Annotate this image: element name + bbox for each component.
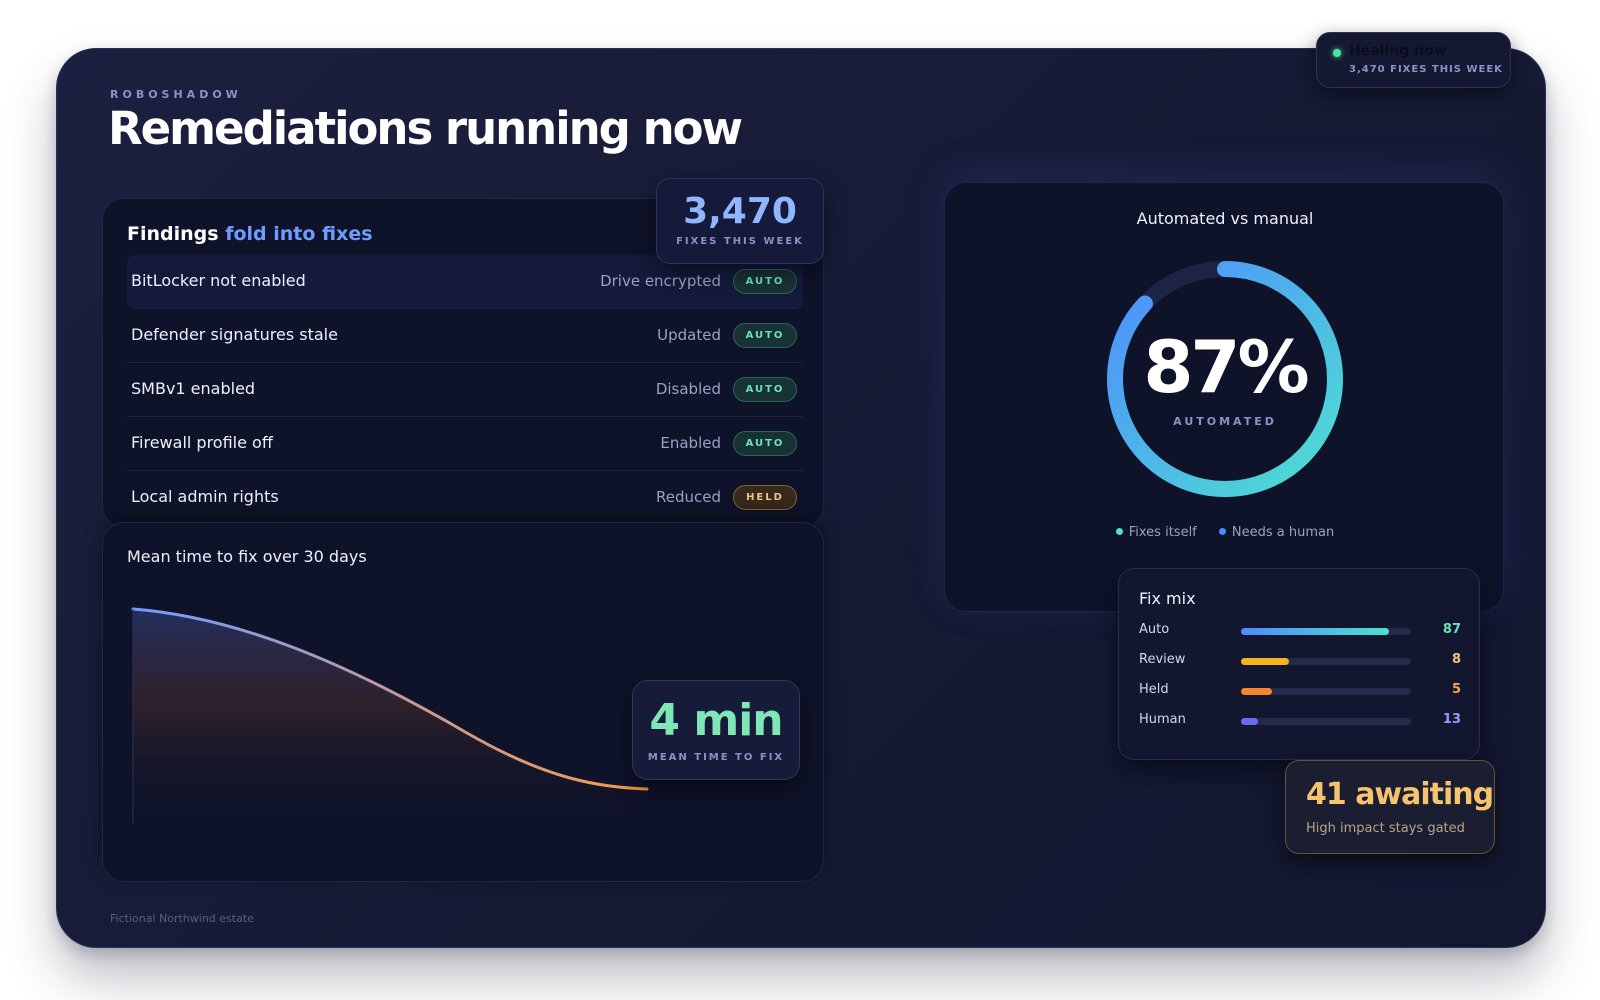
finding-name: Defender signatures stale bbox=[131, 325, 338, 344]
auto-badge: AUTO bbox=[733, 431, 797, 456]
finding-name: BitLocker not enabled bbox=[131, 271, 306, 290]
fixes-count: 3,470 bbox=[683, 191, 797, 232]
finding-status: Reduced bbox=[655, 488, 721, 506]
finding-row[interactable]: Firewall profile off Enabled AUTO bbox=[127, 417, 803, 471]
awaiting-sub: High impact stays gated bbox=[1306, 821, 1465, 836]
finding-row[interactable]: BitLocker not enabled Drive encrypted AU… bbox=[127, 255, 803, 309]
fix-mix-bar bbox=[1241, 688, 1272, 695]
fix-mix-track bbox=[1241, 688, 1411, 695]
fix-mix-row: Human 13 bbox=[1139, 711, 1461, 731]
finding-name: Firewall profile off bbox=[131, 433, 273, 452]
finding-name: Local admin rights bbox=[131, 487, 279, 506]
legend-dot-icon bbox=[1218, 528, 1226, 535]
footnote: Fictional Northwind estate bbox=[110, 912, 254, 925]
finding-row[interactable]: Local admin rights Reduced HELD bbox=[127, 471, 803, 525]
awaiting-count: 41 awaiting bbox=[1306, 777, 1494, 812]
awaiting-card[interactable]: 41 awaiting High impact stays gated bbox=[1285, 760, 1495, 854]
healing-label: Healing now bbox=[1349, 43, 1447, 59]
finding-status: Disabled bbox=[655, 380, 721, 398]
auto-badge: AUTO bbox=[733, 377, 797, 402]
finding-name: SMBv1 enabled bbox=[131, 379, 256, 398]
healing-status-pill[interactable]: Healing now 3,470 FIXES THIS WEEK bbox=[1316, 32, 1511, 88]
curve-area bbox=[133, 609, 647, 823]
fix-mix-card: Fix mix Auto 87 Review 8 Held 5 Human 13 bbox=[1118, 568, 1480, 760]
held-badge: HELD bbox=[733, 485, 797, 510]
live-dot-icon bbox=[1333, 49, 1341, 57]
fix-mix-value: 13 bbox=[1442, 712, 1461, 727]
automated-percent: 87% bbox=[1143, 325, 1309, 409]
fix-mix-row: Review 8 bbox=[1139, 651, 1461, 671]
fix-mix-label: Review bbox=[1139, 652, 1186, 667]
curve-line bbox=[131, 607, 649, 791]
fixes-this-week-card: 3,470 FIXES THIS WEEK bbox=[656, 178, 824, 264]
auto-badge: AUTO bbox=[733, 269, 797, 294]
finding-row[interactable]: Defender signatures stale Updated AUTO bbox=[127, 309, 803, 363]
auto-badge: AUTO bbox=[733, 323, 797, 348]
mean-time-card: 4 min MEAN TIME TO FIX bbox=[632, 680, 800, 780]
fix-mix-track bbox=[1241, 628, 1411, 635]
finding-status: Updated bbox=[657, 326, 721, 344]
fix-mix-value: 87 bbox=[1442, 622, 1461, 637]
findings-title: Findings fold into fixes bbox=[127, 223, 373, 245]
donut-arc bbox=[1107, 261, 1343, 497]
finding-status: Drive encrypted bbox=[600, 272, 721, 290]
fixes-count-label: FIXES THIS WEEK bbox=[676, 236, 804, 247]
fix-mix-value: 8 bbox=[1451, 652, 1461, 667]
mean-time-curve bbox=[131, 607, 649, 823]
fix-mix-row: Held 5 bbox=[1139, 681, 1461, 701]
legend-item: Fixes itself bbox=[1115, 525, 1197, 540]
automated-label: AUTOMATED bbox=[1173, 415, 1277, 428]
fix-mix-label: Held bbox=[1139, 682, 1169, 697]
findings-title-main: Findings bbox=[127, 223, 219, 245]
brand-label: ROBOSHADOW bbox=[110, 88, 242, 101]
fix-mix-bar bbox=[1241, 658, 1289, 665]
healing-sub: 3,470 FIXES THIS WEEK bbox=[1349, 64, 1503, 75]
legend-item: Needs a human bbox=[1218, 525, 1335, 540]
mean-time-label: MEAN TIME TO FIX bbox=[647, 752, 785, 763]
page-title: Remediations running now bbox=[108, 102, 743, 155]
fix-mix-bar bbox=[1241, 628, 1389, 635]
fix-mix-row: Auto 87 bbox=[1139, 621, 1461, 641]
automation-donut bbox=[1107, 261, 1343, 497]
fix-mix-value: 5 bbox=[1451, 682, 1461, 697]
mean-time-title: Mean time to fix over 30 days bbox=[127, 547, 367, 566]
legend-dot-icon bbox=[1115, 528, 1123, 535]
fix-mix-track bbox=[1241, 718, 1411, 725]
fix-mix-label: Auto bbox=[1139, 622, 1170, 637]
fix-mix-bar bbox=[1241, 718, 1258, 725]
automation-panel: Automated vs manual 87% AUTOMATED Fixes … bbox=[944, 182, 1504, 612]
legend-label: Fixes itself bbox=[1128, 525, 1197, 540]
finding-status: Enabled bbox=[660, 434, 721, 452]
findings-title-accent: fold into fixes bbox=[225, 223, 373, 245]
mean-time-value: 4 min bbox=[649, 695, 783, 746]
fix-mix-title: Fix mix bbox=[1139, 589, 1196, 608]
donut-title: Automated vs manual bbox=[1136, 209, 1314, 228]
finding-row[interactable]: SMBv1 enabled Disabled AUTO bbox=[127, 363, 803, 417]
legend-label: Needs a human bbox=[1231, 525, 1335, 540]
fix-mix-label: Human bbox=[1139, 712, 1186, 727]
fix-mix-track bbox=[1241, 658, 1411, 665]
donut-legend: Fixes itself Needs a human bbox=[945, 525, 1505, 540]
